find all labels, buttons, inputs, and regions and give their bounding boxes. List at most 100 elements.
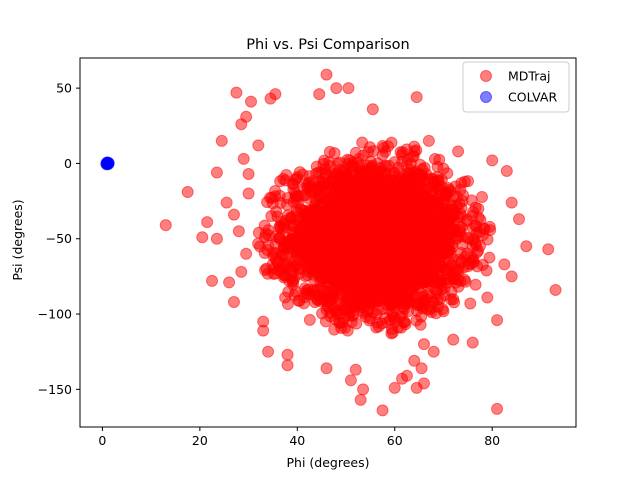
data-point-mdtraj (542, 243, 555, 256)
data-point-mdtraj (206, 274, 219, 287)
data-point-mdtraj (464, 297, 477, 310)
data-point-mdtraj (378, 182, 391, 195)
data-point-mdtraj (281, 241, 294, 254)
data-point-mdtraj (281, 348, 294, 361)
data-point-mdtraj (312, 206, 325, 219)
data-point-mdtraj (417, 338, 430, 351)
data-point-mdtraj (483, 251, 496, 264)
data-point-mdtraj (498, 258, 511, 271)
data-point-mdtraj (290, 229, 303, 242)
data-point-mdtraj (512, 213, 525, 226)
data-point-mdtraj (370, 321, 383, 334)
data-point-mdtraj (289, 285, 302, 298)
data-point-mdtraj (347, 259, 360, 272)
data-point-mdtraj (416, 197, 429, 210)
data-point-mdtraj (384, 314, 397, 327)
data-point-mdtraj (433, 275, 446, 288)
data-point-mdtraj (331, 157, 344, 170)
data-point-mdtraj (181, 186, 194, 199)
data-point-mdtraj (491, 402, 504, 415)
data-point-mdtraj (427, 229, 440, 242)
data-point-mdtraj (385, 136, 398, 149)
data-point-mdtraj (469, 236, 482, 249)
data-point-mdtraj (329, 184, 342, 197)
points-layer (100, 68, 562, 417)
data-point-mdtraj (466, 336, 479, 349)
data-point-mdtraj (417, 377, 430, 390)
data-point-mdtraj (484, 224, 497, 237)
data-point-mdtraj (269, 238, 282, 251)
data-point-mdtraj (390, 203, 403, 216)
data-point-mdtraj (433, 241, 446, 254)
data-point-mdtraj (240, 247, 253, 260)
data-point-mdtraj (386, 326, 399, 339)
data-point-mdtraj (328, 286, 341, 299)
data-point-mdtraj (500, 164, 513, 177)
data-point-mdtraj (353, 283, 366, 296)
x-axis: 0 20 40 60 80 (98, 427, 500, 448)
data-point-mdtraj (415, 237, 428, 250)
x-tick-label: 20 (192, 433, 208, 448)
legend-marker-mdtraj (480, 70, 492, 82)
data-point-mdtraj (201, 216, 214, 229)
data-point-mdtraj (290, 206, 303, 219)
data-point-mdtraj (371, 157, 384, 170)
data-point-mdtraj (252, 139, 265, 152)
data-point-mdtraj (447, 272, 460, 285)
data-point-mdtraj (257, 324, 270, 337)
data-point-mdtraj (429, 181, 442, 194)
y-tick-label: −50 (46, 231, 72, 246)
legend: MDTraj COLVAR (462, 61, 570, 113)
data-point-mdtraj (374, 270, 387, 283)
data-point-mdtraj (310, 239, 323, 252)
data-point-mdtraj (262, 345, 275, 358)
data-point-mdtraj (410, 91, 423, 104)
data-point-mdtraj (373, 213, 386, 226)
data-point-mdtraj (280, 257, 293, 270)
data-point-mdtraj (406, 266, 419, 279)
y-tick-label: −100 (38, 307, 72, 322)
data-point-mdtraj (469, 278, 482, 291)
data-point-mdtraj (434, 210, 447, 223)
data-point-mdtraj (237, 152, 250, 165)
data-point-mdtraj (388, 182, 401, 195)
data-point-mdtraj (418, 184, 431, 197)
data-point-mdtraj (520, 240, 533, 253)
data-point-mdtraj (345, 160, 358, 173)
data-point-mdtraj (269, 88, 282, 101)
data-point-mdtraj (416, 163, 429, 176)
data-point-mdtraj (343, 179, 356, 192)
data-point-mdtraj (356, 136, 369, 149)
data-point-mdtraj (303, 313, 316, 326)
data-point-mdtraj (336, 259, 349, 272)
data-point-mdtraj (362, 178, 375, 191)
data-point-mdtraj (481, 291, 494, 304)
data-point-mdtraj (455, 246, 468, 259)
data-point-mdtraj (431, 196, 444, 209)
data-point-mdtraj (422, 218, 435, 231)
data-point-mdtraj (330, 238, 343, 251)
data-point-colvar (101, 156, 114, 169)
data-point-mdtraj (232, 225, 245, 238)
data-point-mdtraj (357, 165, 370, 178)
data-point-mdtraj (452, 145, 465, 158)
data-point-mdtraj (313, 191, 326, 204)
data-point-mdtraj (307, 263, 320, 276)
data-point-mdtraj (313, 88, 326, 101)
data-point-mdtraj (235, 265, 248, 278)
data-point-mdtraj (360, 305, 373, 318)
data-point-mdtraj (281, 298, 294, 311)
data-point-mdtraj (240, 110, 253, 123)
data-point-mdtraj (406, 254, 419, 267)
data-point-mdtraj (354, 393, 367, 406)
data-point-mdtraj (381, 298, 394, 311)
data-point-mdtraj (458, 273, 471, 286)
data-point-mdtraj (327, 203, 340, 216)
data-point-mdtraj (362, 279, 375, 292)
data-point-mdtraj (328, 313, 341, 326)
data-point-mdtraj (422, 134, 435, 147)
data-point-mdtraj (321, 228, 334, 241)
data-point-mdtraj (277, 218, 290, 231)
data-point-mdtraj (420, 303, 433, 316)
